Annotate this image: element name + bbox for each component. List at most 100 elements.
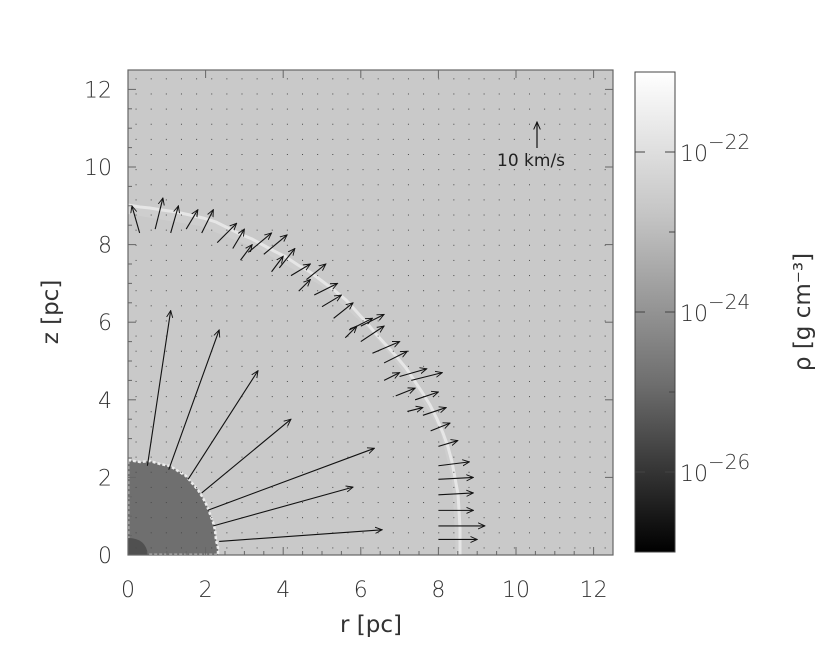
velocity-dot: [332, 335, 334, 337]
velocity-dot: [196, 517, 198, 519]
velocity-vector: [232, 229, 245, 249]
velocity-dot: [589, 214, 591, 216]
velocity-dot: [271, 350, 273, 352]
velocity-dot: [453, 259, 455, 261]
velocity-dot: [226, 199, 228, 201]
velocity-dot: [544, 441, 546, 443]
velocity-dot: [377, 486, 379, 488]
velocity-dot: [377, 471, 379, 473]
velocity-dot: [544, 244, 546, 246]
velocity-dot: [241, 229, 243, 231]
velocity-dot: [347, 441, 349, 443]
velocity-dot: [347, 154, 349, 156]
velocity-dot: [604, 456, 606, 458]
velocity-dot: [392, 78, 394, 80]
velocity-dot: [332, 184, 334, 186]
velocity-dot: [135, 335, 137, 337]
velocity-dot: [302, 502, 304, 504]
velocity-dot: [574, 169, 576, 171]
velocity-dot: [211, 456, 213, 458]
velocity-dot: [241, 365, 243, 367]
velocity-dot: [332, 138, 334, 140]
velocity-dot: [241, 456, 243, 458]
velocity-dot: [438, 365, 440, 367]
velocity-dot: [317, 456, 319, 458]
velocity-dot: [604, 471, 606, 473]
velocity-dot: [407, 396, 409, 398]
velocity-dot: [180, 199, 182, 201]
velocity-dot: [559, 471, 561, 473]
velocity-dot: [468, 244, 470, 246]
velocity-dot: [604, 184, 606, 186]
velocity-dot: [180, 305, 182, 307]
velocity-dot: [453, 138, 455, 140]
velocity-dot: [211, 123, 213, 125]
velocity-dot: [211, 365, 213, 367]
velocity-dot: [241, 502, 243, 504]
velocity-dot: [347, 123, 349, 125]
velocity-dot: [180, 350, 182, 352]
velocity-dot: [377, 532, 379, 534]
velocity-dot: [589, 320, 591, 322]
velocity-dot: [362, 471, 364, 473]
velocity-dot: [317, 108, 319, 110]
velocity-dot: [317, 441, 319, 443]
velocity-dot: [498, 244, 500, 246]
velocity-dot: [498, 184, 500, 186]
velocity-dot: [165, 305, 167, 307]
velocity-dot: [377, 214, 379, 216]
velocity-dot: [241, 214, 243, 216]
velocity-dot: [256, 199, 258, 201]
velocity-dot: [528, 441, 530, 443]
velocity-dot: [211, 154, 213, 156]
velocity-dot: [438, 532, 440, 534]
velocity-dot: [286, 396, 288, 398]
velocity-dot: [392, 290, 394, 292]
velocity-dot: [362, 199, 364, 201]
velocity-dot: [423, 471, 425, 473]
velocity-dot: [211, 78, 213, 80]
velocity-dot: [407, 138, 409, 140]
velocity-dot: [604, 93, 606, 95]
velocity-dot: [271, 229, 273, 231]
velocity-dot: [483, 517, 485, 519]
velocity-dot: [438, 411, 440, 413]
velocity-dot: [407, 154, 409, 156]
velocity-dot: [302, 471, 304, 473]
velocity-dot: [392, 335, 394, 337]
velocity-dot: [317, 138, 319, 140]
x-tick-label: 4: [276, 578, 290, 603]
velocity-dot: [317, 380, 319, 382]
velocity-dot: [180, 365, 182, 367]
velocity-dot: [589, 471, 591, 473]
velocity-dot: [241, 350, 243, 352]
velocity-dot: [347, 275, 349, 277]
velocity-dot: [347, 290, 349, 292]
velocity-dot: [513, 123, 515, 125]
velocity-dot: [483, 486, 485, 488]
velocity-dot: [453, 547, 455, 549]
velocity-dot: [302, 78, 304, 80]
velocity-dot: [256, 471, 258, 473]
velocity-dot: [286, 259, 288, 261]
velocity-dot: [453, 123, 455, 125]
velocity-dot: [241, 199, 243, 201]
velocity-dot: [544, 426, 546, 428]
velocity-dot: [226, 396, 228, 398]
velocity-dot: [423, 320, 425, 322]
velocity-dot: [559, 108, 561, 110]
velocity-dot: [362, 93, 364, 95]
velocity-dot: [574, 456, 576, 458]
velocity-dot: [196, 305, 198, 307]
velocity-dot: [423, 411, 425, 413]
velocity-dot: [559, 456, 561, 458]
velocity-dot: [407, 93, 409, 95]
velocity-dot: [347, 365, 349, 367]
velocity-vector: [201, 419, 291, 494]
velocity-dot: [180, 259, 182, 261]
velocity-vector: [407, 408, 423, 412]
velocity-dot: [589, 350, 591, 352]
velocity-dot: [271, 365, 273, 367]
velocity-dot: [362, 335, 364, 337]
